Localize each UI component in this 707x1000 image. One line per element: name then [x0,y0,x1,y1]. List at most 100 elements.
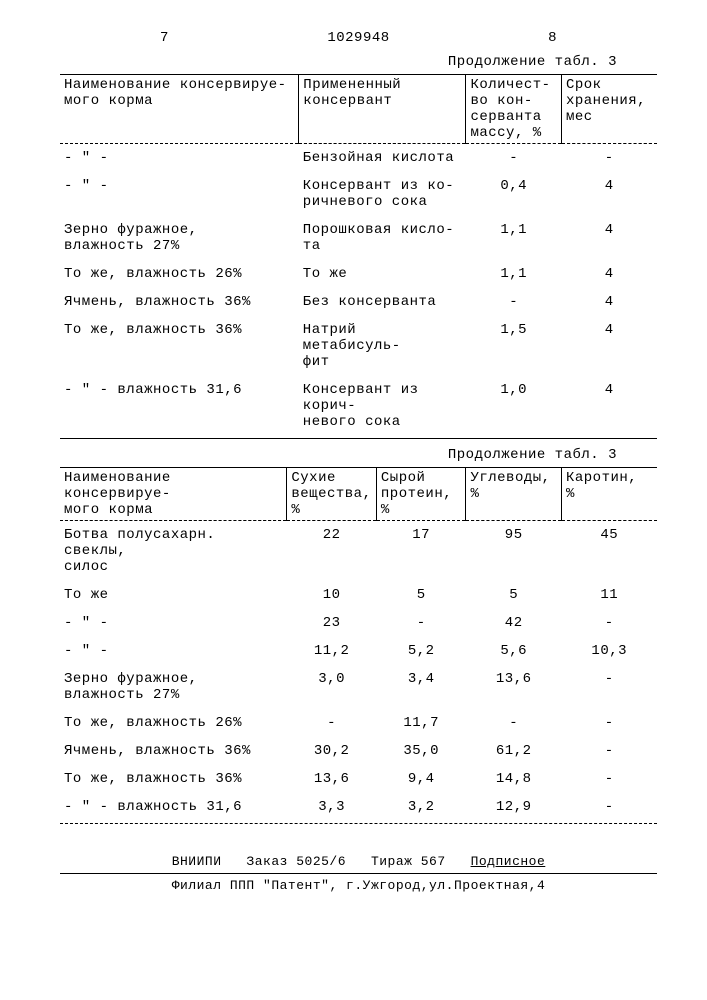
table-cell: - " - влажность 31,6 [60,793,287,821]
t1-head-c1: Наименование консервируе-мого корма [60,75,299,144]
table-cell: 5,6 [466,637,562,665]
table-cell: 10 [287,581,377,609]
table-cell: - [376,609,466,637]
table-row: Ячмень, влажность 36%30,235,061,2- [60,737,657,765]
table-cell: 61,2 [466,737,562,765]
header-right: 8 [548,30,557,46]
table-cell: Натрий метабисуль-фит [299,316,466,376]
table-cell: 5 [466,581,562,609]
table-cell: 95 [466,521,562,582]
footer-tirazh: Тираж 567 [371,854,446,869]
table-cell: - " - [60,637,287,665]
table-cell: - [561,709,657,737]
table-cell: - [561,665,657,709]
t2-head-c4: Углеводы,% [466,468,562,521]
t2-head-c5: Каротин,% [561,468,657,521]
table-cell: 13,6 [466,665,562,709]
table-cell: 3,2 [376,793,466,821]
table-cell: 0,4 [466,172,562,216]
table-cell: 11,2 [287,637,377,665]
table-row: - " - влажность 31,63,33,212,9- [60,793,657,821]
t2-head-c3: Сыройпротеин,% [376,468,466,521]
table-cell: - [466,144,562,173]
table-cell: То же [60,581,287,609]
table-cell: 5,2 [376,637,466,665]
table-cell: Порошковая кисло-та [299,216,466,260]
table-cell: Без консерванта [299,288,466,316]
table-row: То же, влажность 26%-11,7-- [60,709,657,737]
table-cell: Ячмень, влажность 36% [60,288,299,316]
table-cell: 17 [376,521,466,582]
table2-caption: Продолжение табл. 3 [60,447,657,463]
footer-podpisnoe: Подписное [471,854,546,869]
table-cell: 35,0 [376,737,466,765]
table-cell: 1,0 [466,376,562,436]
table-cell: - [466,288,562,316]
table-cell: Зерно фуражное,влажность 27% [60,216,299,260]
page-header: 7 1029948 8 [60,30,657,46]
table-cell: 4 [561,216,657,260]
table-cell: 4 [561,172,657,216]
footer: ВНИИПИ Заказ 5025/6 Тираж 567 Подписное … [60,854,657,893]
header-center: 1029948 [327,30,389,46]
table-row: Ботва полусахарн. свеклы,силос22179545 [60,521,657,582]
table-cell: То же [299,260,466,288]
table1: Наименование консервируе-мого корма Прим… [60,74,657,436]
table-row: Зерно фуражное,влажность 27%3,03,413,6- [60,665,657,709]
table-cell: 30,2 [287,737,377,765]
table-cell: Ячмень, влажность 36% [60,737,287,765]
table-row: - " - влажность 31,6Консервант из корич-… [60,376,657,436]
table-cell: 10,3 [561,637,657,665]
table-row: - " -11,25,25,610,3 [60,637,657,665]
table-cell: - [561,737,657,765]
table-cell: 13,6 [287,765,377,793]
footer-org: ВНИИПИ [172,854,222,869]
table-cell: 14,8 [466,765,562,793]
table-cell: 1,1 [466,260,562,288]
table-cell: - [561,144,657,173]
t1-head-c2: Примененныйконсервант [299,75,466,144]
table-cell: 12,9 [466,793,562,821]
footer-address: Филиал ППП "Патент", г.Ужгород,ул.Проект… [60,878,657,893]
table-cell: - " - [60,144,299,173]
header-left: 7 [160,30,169,46]
table-cell: - [561,765,657,793]
table-cell: То же, влажность 36% [60,765,287,793]
table-cell: Консервант из ко-ричневого сока [299,172,466,216]
table-cell: 1,1 [466,216,562,260]
table-cell: 4 [561,260,657,288]
table-row: То же105511 [60,581,657,609]
table-cell: 4 [561,288,657,316]
table-cell: Ботва полусахарн. свеклы,силос [60,521,287,582]
footer-order: Заказ 5025/6 [246,854,346,869]
table-cell: - [287,709,377,737]
t2-head-c2: Сухиевещества,% [287,468,377,521]
t2-head-c1: Наименование консервируе-мого корма [60,468,287,521]
table-cell: 22 [287,521,377,582]
table-cell: 45 [561,521,657,582]
table-cell: 11,7 [376,709,466,737]
table-cell: Зерно фуражное,влажность 27% [60,665,287,709]
table-cell: То же, влажность 26% [60,260,299,288]
table-row: - " -23-42- [60,609,657,637]
table2: Наименование консервируе-мого корма Сухи… [60,467,657,821]
table-cell: 11 [561,581,657,609]
table-cell: Консервант из корич-невого сока [299,376,466,436]
table-cell: - " - [60,172,299,216]
table-cell: - " - [60,609,287,637]
table1-caption: Продолжение табл. 3 [60,54,657,70]
table-cell: То же, влажность 26% [60,709,287,737]
table-row: - " -Консервант из ко-ричневого сока0,44 [60,172,657,216]
table-row: То же, влажность 26%То же1,14 [60,260,657,288]
table-row: Ячмень, влажность 36%Без консерванта-4 [60,288,657,316]
table-cell: - [561,609,657,637]
table-cell: 9,4 [376,765,466,793]
table-cell: То же, влажность 36% [60,316,299,376]
table-row: То же, влажность 36%13,69,414,8- [60,765,657,793]
table-cell: 4 [561,376,657,436]
table-cell: 3,3 [287,793,377,821]
table-row: То же, влажность 36%Натрий метабисуль-фи… [60,316,657,376]
table-cell: 42 [466,609,562,637]
t1-head-c3: Количест-во кон-сервантамассу, % [466,75,562,144]
table-row: Зерно фуражное,влажность 27%Порошковая к… [60,216,657,260]
